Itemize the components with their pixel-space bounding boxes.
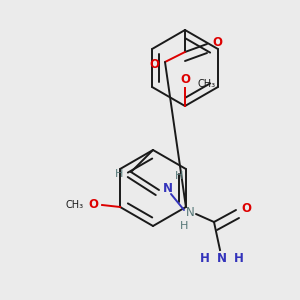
- Text: O: O: [241, 202, 251, 214]
- Text: CH₃: CH₃: [66, 200, 84, 210]
- Text: H: H: [200, 251, 210, 265]
- Text: H: H: [115, 169, 123, 179]
- Text: H: H: [180, 221, 188, 231]
- Text: N: N: [217, 251, 227, 265]
- Text: CH₃: CH₃: [197, 79, 215, 89]
- Text: N: N: [163, 182, 173, 194]
- Text: O: O: [149, 58, 159, 70]
- Text: O: O: [212, 35, 222, 49]
- Text: O: O: [88, 199, 98, 212]
- Text: H: H: [234, 251, 244, 265]
- Text: O: O: [180, 73, 190, 86]
- Text: N: N: [186, 206, 195, 218]
- Text: H: H: [175, 171, 183, 181]
